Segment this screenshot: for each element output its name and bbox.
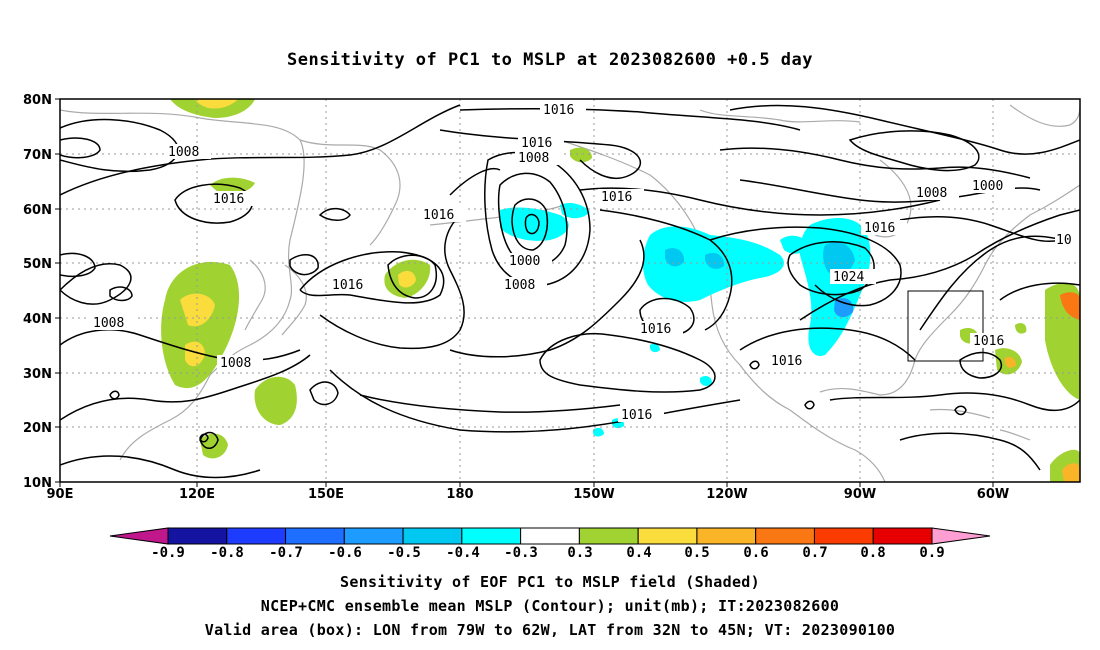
colorbar-label: 0.6 <box>743 545 768 561</box>
contour-label: 1016 <box>213 192 244 207</box>
colorbar-label: 0.7 <box>802 545 827 561</box>
colorbar-cell <box>167 527 228 545</box>
contour-label: 1016 <box>332 278 363 293</box>
contour-label: 1016 <box>543 103 574 118</box>
lon-label: 90W <box>844 487 876 502</box>
colorbar-label: -0.4 <box>446 545 480 561</box>
contour-label: 1000 <box>972 179 1003 194</box>
contour-label: 1008 <box>518 151 549 166</box>
colorbar-label: 0.3 <box>567 545 592 561</box>
caption-line-1: Sensitivity of EOF PC1 to MSLP field (Sh… <box>340 573 760 591</box>
lon-label: 180 <box>446 487 473 502</box>
contour-label: 10 <box>1056 233 1072 248</box>
lat-label: 40N <box>23 312 52 327</box>
lon-label: 150E <box>308 487 344 502</box>
contour-label: 1008 <box>916 186 947 201</box>
colorbar-cell <box>872 527 933 545</box>
contour-label: 1016 <box>771 354 802 369</box>
map-title: Sensitivity of PC1 to MSLP at 2023082600… <box>286 50 813 70</box>
lat-label: 80N <box>23 93 52 108</box>
colorbar-cell <box>226 527 287 545</box>
contour-label: 1024 <box>833 270 864 285</box>
lat-label: 50N <box>23 257 52 272</box>
colorbar-cell <box>755 527 815 545</box>
caption-line-3: Valid area (box): LON from 79W to 62W, L… <box>204 621 896 639</box>
sensitivity-shading <box>161 99 1080 482</box>
lat-label: 20N <box>23 421 52 436</box>
lat-label: 70N <box>23 148 52 163</box>
longitude-labels: 90E 120E 150E 180 150W 120W 90W 60W <box>47 487 1010 502</box>
colorbar: -0.9 -0.8 -0.7 -0.6 -0.5 -0.4 -0.3 0.3 0… <box>109 527 991 561</box>
colorbar-label: 0.8 <box>860 545 885 561</box>
contour-label: 1016 <box>601 190 632 205</box>
contour-label: 1008 <box>220 356 251 371</box>
colorbar-label: 0.9 <box>919 545 944 561</box>
colorbar-cell <box>578 527 639 545</box>
lon-label: 120W <box>706 487 747 502</box>
colorbar-label: -0.6 <box>328 545 362 561</box>
colorbar-cell <box>343 527 404 545</box>
plot-frame <box>59 98 1081 483</box>
colorbar-label: -0.3 <box>504 545 538 561</box>
lat-label: 10N <box>23 476 52 491</box>
colorbar-cells <box>167 527 933 545</box>
colorbar-label: 0.5 <box>684 545 709 561</box>
colorbar-label: -0.5 <box>387 545 421 561</box>
contour-label-group: 1016 1016 1008 1008 1016 1016 1016 1000 … <box>90 101 1080 423</box>
colorbar-cell <box>402 527 463 545</box>
tick-marks <box>55 98 994 487</box>
contour-label: 1008 <box>93 316 124 331</box>
caption-line-2: NCEP+CMC ensemble mean MSLP (Contour); u… <box>260 597 840 615</box>
colorbar-cell <box>637 527 698 545</box>
contour-label: 1016 <box>423 208 454 223</box>
contour-label: 1016 <box>973 334 1004 349</box>
mslp-contours <box>60 104 1080 479</box>
lon-label: 60W <box>977 487 1009 502</box>
contour-label: 1000 <box>509 254 540 269</box>
colorbar-label: -0.9 <box>151 545 185 561</box>
latitude-labels: 80N 70N 60N 50N 40N 30N 20N 10N <box>23 93 52 491</box>
colorbar-max-arrow <box>931 527 991 545</box>
colorbar-label: 0.4 <box>626 545 651 561</box>
lon-label: 90E <box>47 487 74 502</box>
contour-label: 1016 <box>621 408 652 423</box>
valid-area-box <box>907 290 984 362</box>
contour-label: 1016 <box>864 221 895 236</box>
colorbar-cell <box>520 527 580 545</box>
colorbar-cell <box>461 527 522 545</box>
lon-label: 150W <box>573 487 614 502</box>
contour-label: 1016 <box>521 136 552 151</box>
lon-label: 120E <box>179 487 215 502</box>
lat-label: 30N <box>23 367 52 382</box>
colorbar-label: -0.8 <box>210 545 244 561</box>
coastlines <box>60 104 1080 482</box>
contour-label: 1016 <box>640 322 671 337</box>
colorbar-cell <box>285 527 345 545</box>
colorbar-min-arrow <box>109 527 169 545</box>
colorbar-cell <box>813 527 874 545</box>
colorbar-label: -0.7 <box>269 545 303 561</box>
gridlines <box>60 99 1080 482</box>
colorbar-cell <box>696 527 757 545</box>
contour-label: 1008 <box>504 278 535 293</box>
lat-label: 60N <box>23 203 52 218</box>
contour-label: 1008 <box>168 145 199 160</box>
